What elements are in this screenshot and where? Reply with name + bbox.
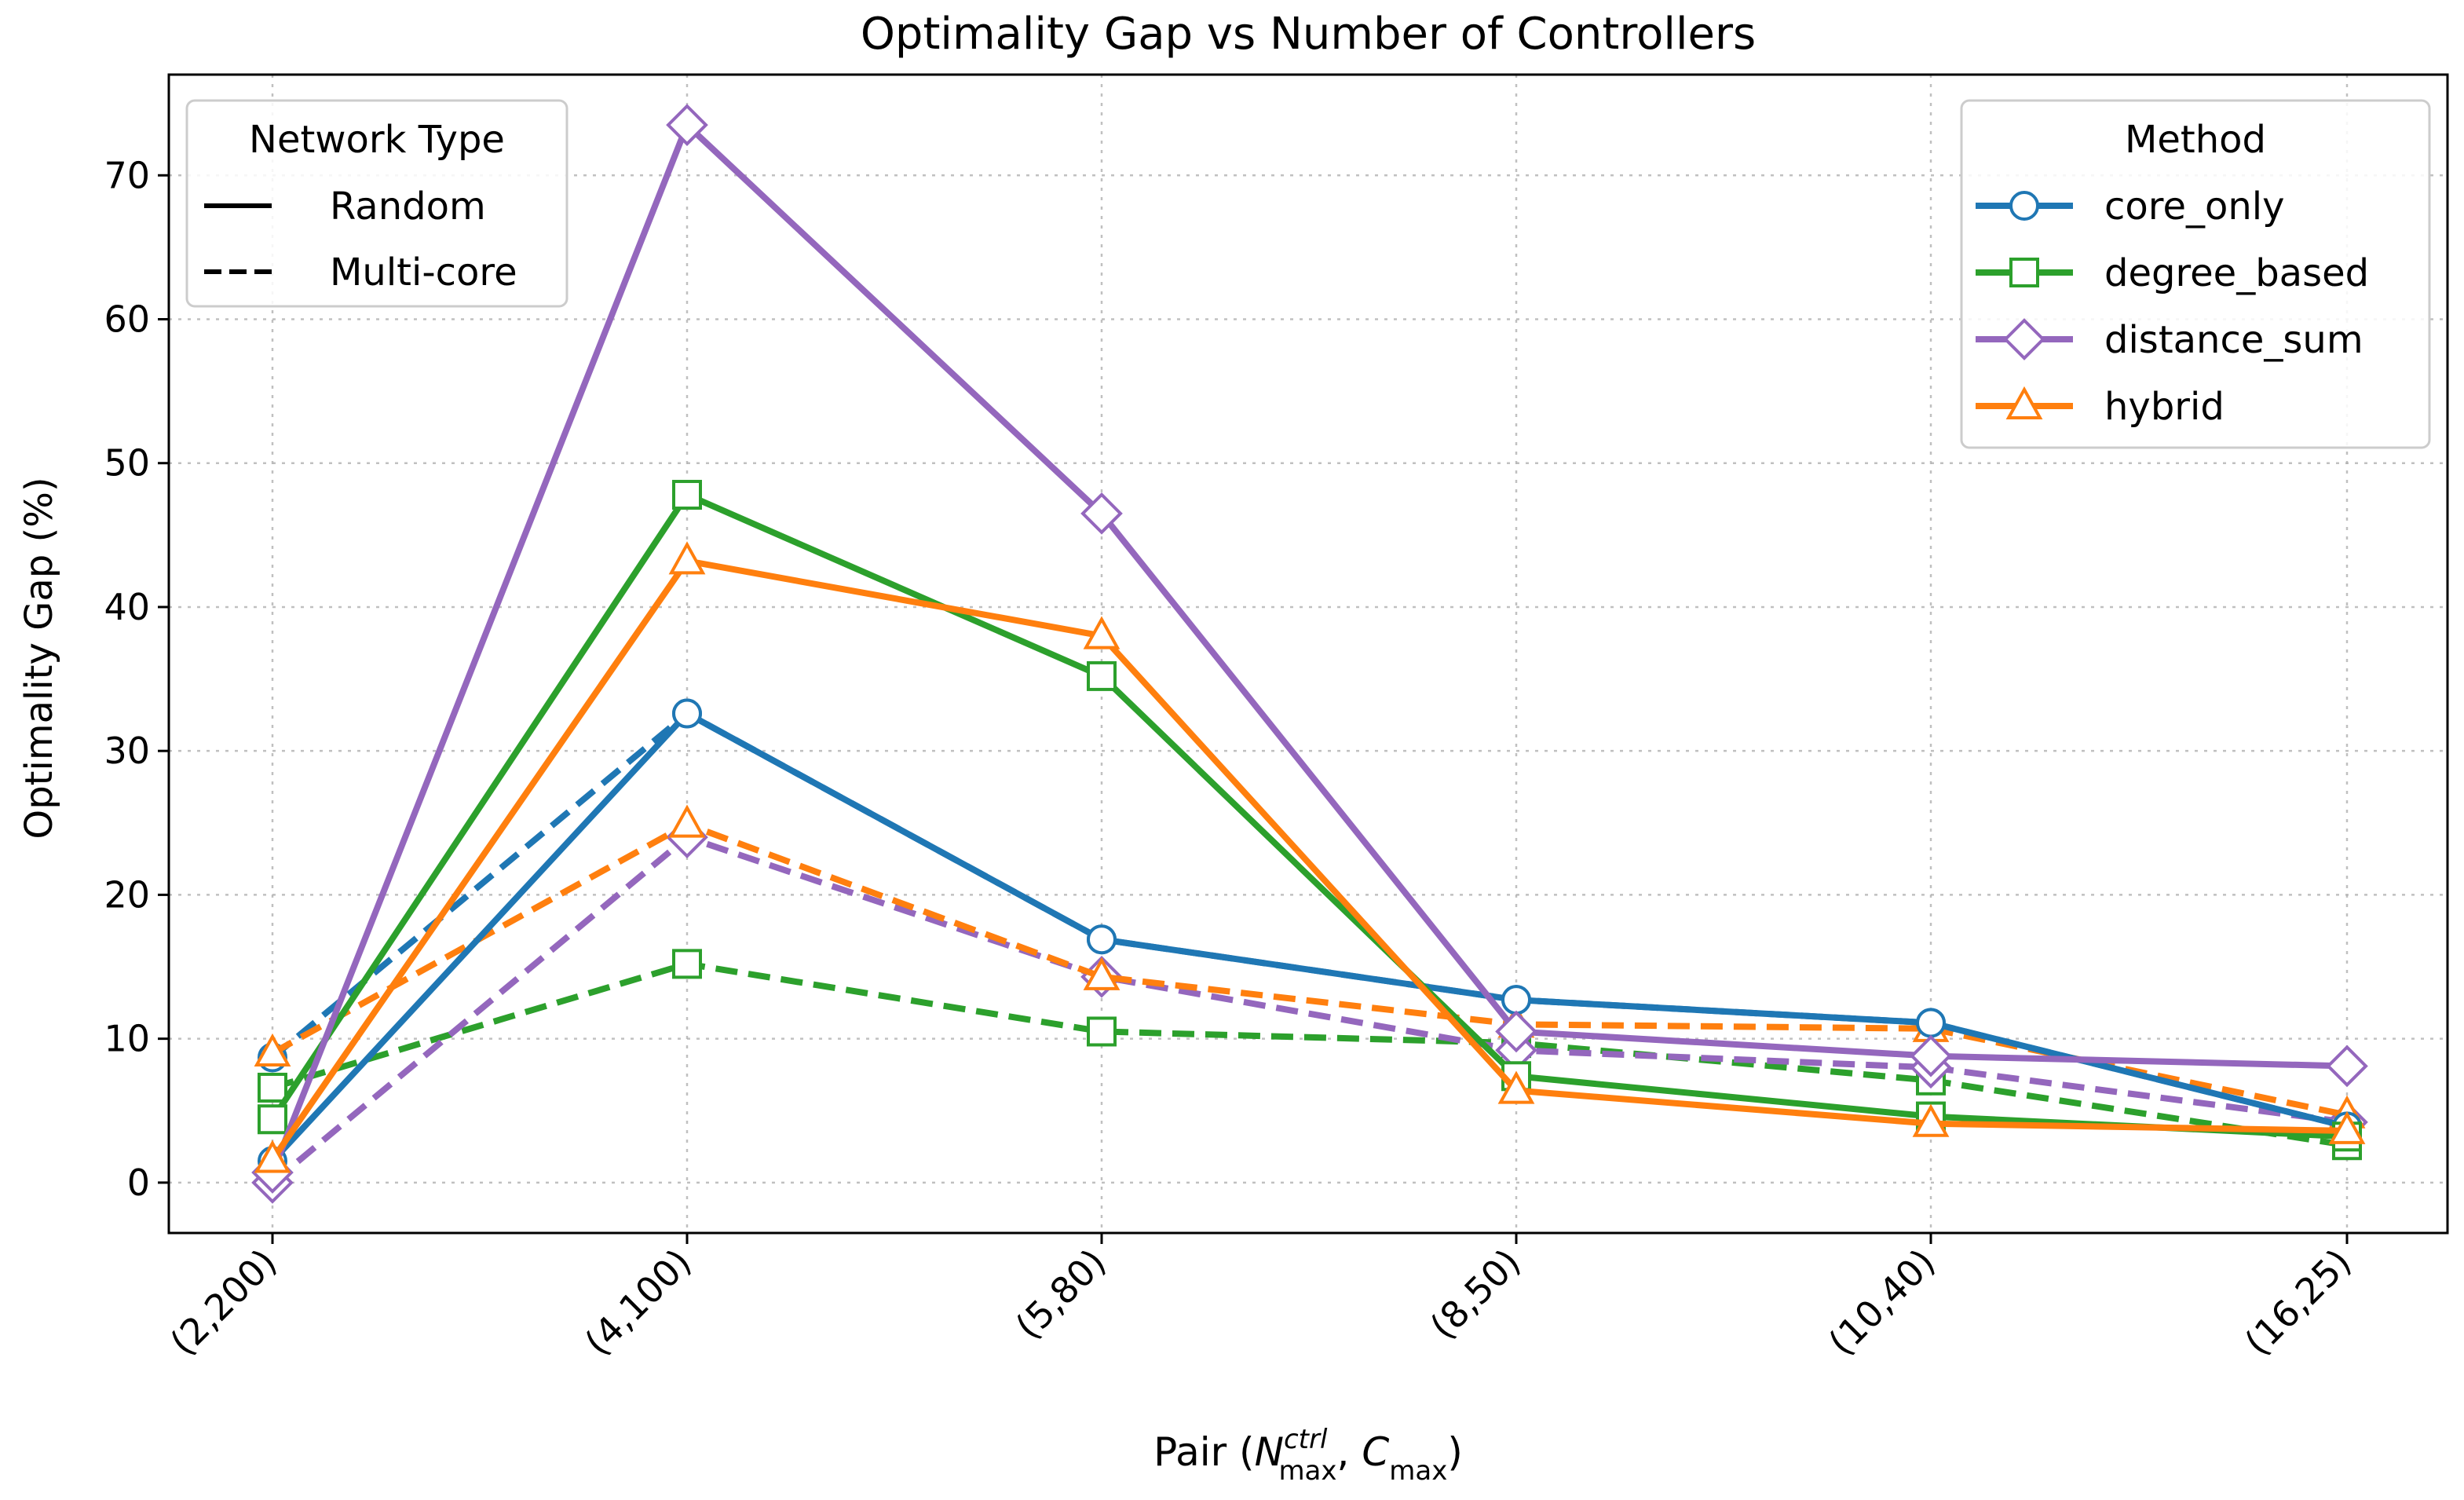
plot-series [251, 104, 2368, 1204]
legend-method-label: degree_based [2104, 251, 2369, 295]
y-tick-label: 70 [104, 154, 150, 196]
data-point-core-only-random [1087, 924, 1117, 955]
data-point-degree-based-multicore [672, 949, 702, 979]
data-point-degree-based-random [1087, 660, 1117, 691]
legend-method-label: core_only [2104, 185, 2285, 229]
x-label-n-sub: max [1278, 1455, 1336, 1487]
legend-method-core-only: core_only [1976, 185, 2285, 229]
x-label-n-sup: ctrl [1284, 1424, 1328, 1455]
data-point-core-only-random [672, 698, 702, 729]
y-axis-label: Optimality Gap (%) [17, 477, 61, 839]
x-label-c-sub: max [1389, 1455, 1447, 1487]
legend-method-hybrid: hybrid [1976, 385, 2225, 429]
legend-method-label: hybrid [2104, 385, 2225, 429]
x-label-close: ) [1447, 1429, 1463, 1475]
series-hybrid-random [254, 541, 2366, 1173]
data-point-degree-based-random [672, 480, 702, 510]
legend-method-marker [2009, 191, 2039, 221]
y-tick-label: 60 [104, 298, 150, 340]
data-point-distance-sum-random [1080, 492, 1123, 535]
data-point-distance-sum-random [1910, 1034, 1952, 1077]
x-label-main: Pair ( [1153, 1429, 1254, 1475]
legend-network-title: Network Type [249, 118, 505, 162]
legend-method-distance-sum: distance_sum [1976, 318, 2363, 362]
data-point-hybrid-multicore [668, 804, 706, 838]
series-line-distance-sum-random [269, 122, 2348, 1174]
series-line-distance-sum-multicore [270, 834, 2348, 1185]
legend-method-marker [2009, 258, 2039, 287]
data-point-distance-sum-random [666, 104, 708, 146]
x-tick-label: (16,25) [2236, 1241, 2360, 1364]
legend-network-random: Random [330, 185, 486, 229]
y-tick-label: 20 [104, 873, 150, 916]
y-tick-label: 0 [127, 1162, 150, 1204]
data-point-hybrid-random [668, 541, 706, 575]
legend-method-marker [2003, 318, 2045, 360]
data-point-degree-based-multicore [1087, 1016, 1117, 1047]
x-tick-label: (8,50) [1422, 1241, 1529, 1348]
series-line-core-only-random [270, 710, 2348, 1164]
data-point-hybrid-random [254, 1140, 291, 1173]
data-point-hybrid-multicore [254, 1033, 291, 1066]
data-point-hybrid-random [1912, 1103, 1950, 1137]
legend-network-frame [185, 99, 568, 308]
legend-method-marker [2005, 386, 2043, 419]
y-axis: 0 10 20 30 40 50 60 70 [104, 154, 169, 1204]
x-label-sep: , [1337, 1429, 1362, 1475]
legend-method-degree-based: degree_based [1976, 251, 2369, 295]
legend-method-title: Method [2125, 118, 2266, 162]
y-tick-label: 10 [104, 1018, 150, 1060]
legend-network-type: Network Type Random Multi-core [185, 99, 568, 308]
data-point-distance-sum-random [1495, 1010, 1537, 1053]
y-tick-label: 40 [104, 586, 150, 628]
series-line-hybrid-random [269, 558, 2348, 1162]
data-point-distance-sum-random [2326, 1045, 2368, 1088]
series-core-only-multicore [258, 698, 2362, 1142]
y-tick-label: 30 [104, 730, 150, 772]
y-tick-label: 50 [104, 442, 150, 485]
series-line-degree-based-random [269, 492, 2348, 1140]
x-label-n: N [1255, 1429, 1284, 1475]
data-point-hybrid-multicore [1083, 957, 1120, 990]
series-distance-sum-random [251, 104, 2368, 1194]
data-point-core-only-random [1501, 985, 1531, 1015]
x-tick-label: (2,200) [162, 1241, 285, 1364]
chart-title: Optimality Gap vs Number of Controllers [861, 9, 1756, 60]
x-tick-label: (4,100) [576, 1241, 700, 1364]
x-tick-label: (10,40) [1820, 1241, 1943, 1364]
data-point-degree-based-random [258, 1104, 287, 1135]
x-label-c: C [1362, 1429, 1389, 1475]
x-axis: (2,200) (4,100) (5,80) (8,50) (10,40) (16,25) [162, 1233, 2360, 1363]
legend-method: Method core_only degree_based distance_sum… [1960, 99, 2431, 449]
series-line-degree-based-multicore [271, 960, 2348, 1149]
series-core-only-random [258, 698, 2362, 1176]
data-point-hybrid-random [2328, 1110, 2366, 1144]
data-point-hybrid-random [1497, 1070, 1535, 1104]
x-axis-label: Pair (Nctrl max, Cmax) [1153, 1424, 1463, 1487]
plot-frame [167, 73, 2449, 1235]
legend-network-multicore: Multi-core [330, 251, 517, 295]
data-point-hybrid-random [1083, 616, 1120, 649]
legend-method-frame [1960, 99, 2431, 449]
x-tick-label: (5,80) [1007, 1241, 1114, 1348]
data-point-degree-based-multicore [258, 1072, 287, 1103]
legend-method-label: distance_sum [2104, 318, 2363, 362]
data-point-core-only-random [1916, 1008, 1946, 1038]
